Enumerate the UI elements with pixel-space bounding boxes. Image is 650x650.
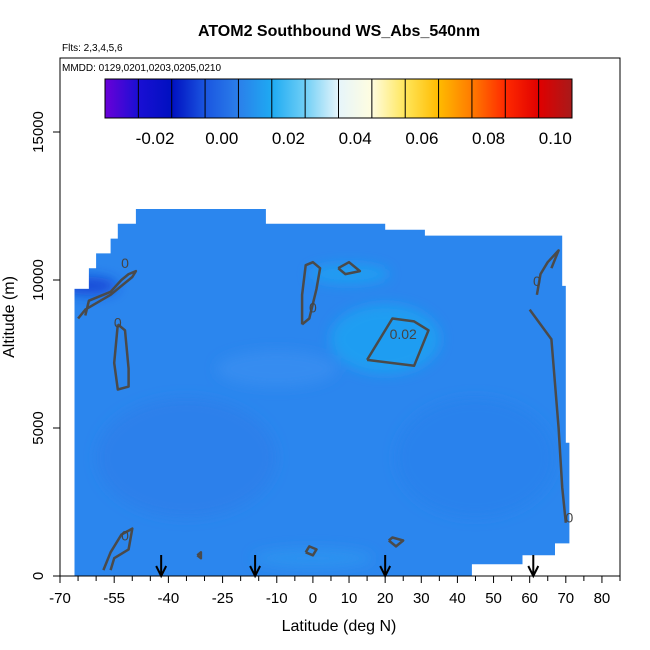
- contour-lines: 0 0 0 0.02 0 0 0: [77, 249, 574, 571]
- x-tick-label: 30: [413, 590, 430, 607]
- colorbar-tick-label: 0.08: [472, 129, 505, 148]
- y-axis: 0 5000 10000 15000: [30, 111, 60, 580]
- contour-label: 0: [121, 255, 129, 271]
- x-tick-label: -40: [158, 590, 180, 607]
- contour-line: [366, 317, 430, 368]
- flight-arrow: [527, 555, 540, 579]
- x-axis-label: Latitude (deg N): [282, 618, 397, 635]
- contour-line: [387, 536, 405, 548]
- x-tick-label: -25: [212, 590, 234, 607]
- y-axis-label: Altitude (m): [1, 276, 18, 358]
- contour-line: [112, 323, 130, 391]
- y-tick-label: 10000: [30, 259, 47, 301]
- x-axis: -70 -55 -40 -25 -10 0 10 20 30 40 50 60 70 80: [49, 576, 621, 607]
- colorbar-tick-label: 0.02: [272, 129, 305, 148]
- contour-label: 0: [121, 527, 129, 543]
- plot-area: 0 0 0 0.02 0 0 0: [74, 209, 574, 579]
- x-tick-label: 50: [485, 590, 502, 607]
- y-tick-label: 15000: [30, 111, 47, 153]
- contour-line: [300, 260, 322, 326]
- contour-label: 0.02: [390, 326, 417, 342]
- field-patch: [96, 397, 277, 518]
- colorbar-tick-label: 0.00: [205, 129, 238, 148]
- x-tick-label: 40: [449, 590, 466, 607]
- colorbar-tick-label: 0.06: [405, 129, 438, 148]
- x-tick-label: 70: [557, 590, 574, 607]
- contour-label: 0: [114, 314, 122, 330]
- field-patch: [395, 397, 556, 518]
- contour-line: [196, 551, 203, 560]
- contour-label: 0: [533, 273, 541, 289]
- x-tick-label: -55: [103, 590, 125, 607]
- contour-line: [77, 269, 138, 320]
- x-tick-label: -70: [49, 590, 71, 607]
- chart-title: ATOM2 Southbound WS_Abs_540nm: [198, 23, 480, 40]
- x-tick-label: 60: [521, 590, 538, 607]
- contour-line: [304, 545, 318, 557]
- field-background: [74, 209, 570, 576]
- x-tick-label: 0: [309, 590, 317, 607]
- x-tick-label: 20: [377, 590, 394, 607]
- y-tick-label: 5000: [30, 411, 47, 444]
- plot-frame: [59, 57, 621, 577]
- contour-line: [535, 249, 560, 296]
- colorbar-tick-label: 0.04: [339, 129, 372, 148]
- x-tick-label: -10: [266, 590, 288, 607]
- colorbar-tick-label: -0.02: [136, 129, 175, 148]
- contour-line: [528, 308, 568, 523]
- colorbar: -0.02 0.00 0.02 0.04 0.06 0.08 0.10: [104, 78, 573, 148]
- field-patch: [216, 350, 337, 387]
- x-tick-label: 80: [594, 590, 611, 607]
- data-field: [74, 209, 570, 576]
- y-tick-label: 0: [30, 572, 47, 580]
- colorbar-tick-label: 0.10: [539, 129, 572, 148]
- contour-label: 0: [309, 300, 317, 316]
- flights-label: Flts: 2,3,4,5,6: [62, 43, 123, 54]
- contour-label: 0: [566, 510, 574, 526]
- dates-label: MMDD: 0129,0201,0203,0205,0210: [62, 63, 221, 74]
- field-patch: [252, 548, 373, 569]
- x-tick-label: 10: [341, 590, 358, 607]
- contour-line: [337, 260, 362, 276]
- contour-line: [102, 527, 134, 571]
